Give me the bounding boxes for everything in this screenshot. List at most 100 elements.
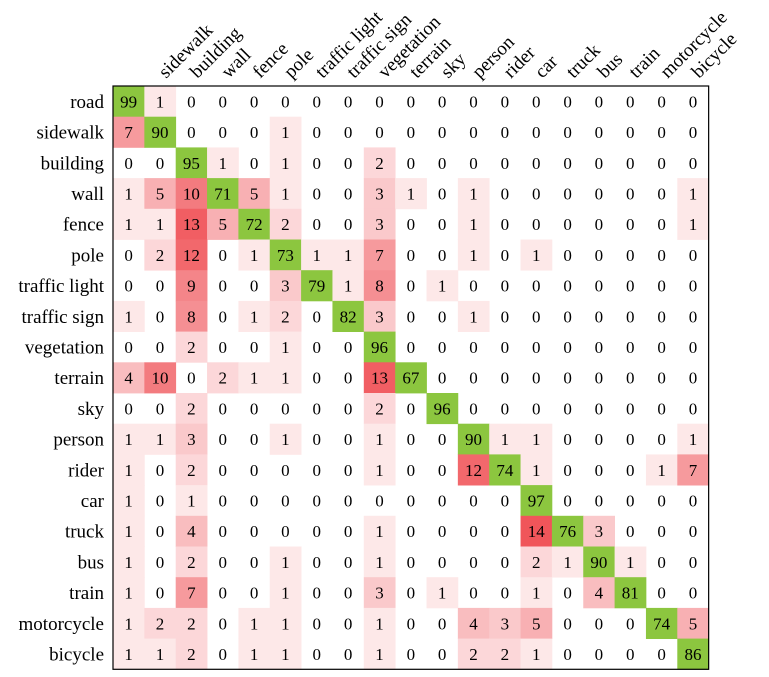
heatmap-cell (113, 86, 145, 118)
cell-value: 0 (344, 461, 353, 480)
cell-value: 1 (438, 584, 447, 603)
heatmap-cell (332, 300, 365, 332)
cell-value: 0 (250, 277, 259, 296)
cell-value: 0 (407, 584, 416, 603)
heatmap-cell (175, 239, 208, 271)
cell-value: 0 (595, 307, 604, 326)
cell-value: 0 (595, 277, 604, 296)
heatmap-cell (363, 270, 396, 302)
cell-value: 0 (156, 491, 165, 510)
cell-value: 2 (187, 614, 196, 633)
cell-value: 0 (501, 491, 510, 510)
cell-value: 0 (657, 369, 666, 388)
cell-value: 0 (657, 584, 666, 603)
cell-value: 0 (438, 154, 447, 173)
cell-value: 72 (246, 215, 263, 234)
heatmap-cell (207, 178, 239, 210)
heatmap-cell (113, 546, 145, 578)
cell-value: 0 (250, 430, 259, 449)
cell-value: 5 (532, 614, 541, 633)
cell-value: 2 (187, 399, 196, 418)
cell-value: 0 (469, 154, 478, 173)
cell-value: 0 (407, 215, 416, 234)
cell-value: 0 (156, 338, 165, 357)
cell-value: 1 (375, 614, 384, 633)
heatmap-cell (520, 454, 553, 486)
cell-value: 0 (563, 614, 572, 633)
cell-value: 1 (281, 584, 290, 603)
cell-value: 5 (218, 215, 227, 234)
cell-value: 0 (344, 215, 353, 234)
cell-value: 1 (375, 645, 384, 664)
cell-value: 1 (281, 645, 290, 664)
cell-value: 0 (501, 277, 510, 296)
cell-value: 1 (124, 645, 133, 664)
cell-value: 1 (124, 461, 133, 480)
cell-value: 90 (465, 430, 482, 449)
cell-value: 0 (250, 584, 259, 603)
heatmap-cell (269, 116, 302, 148)
cell-value: 0 (407, 307, 416, 326)
cell-value: 0 (407, 461, 416, 480)
heatmap-cell (363, 331, 396, 363)
row-label: bicycle (49, 644, 104, 665)
cell-value: 3 (375, 307, 384, 326)
cell-value: 0 (595, 461, 604, 480)
cell-value: 0 (501, 584, 510, 603)
heatmap-cell (583, 515, 615, 547)
cell-value: 0 (689, 154, 698, 173)
cell-value: 0 (626, 123, 635, 142)
cell-value: 0 (657, 246, 666, 265)
heatmap-cell (301, 270, 333, 302)
cell-value: 1 (344, 246, 353, 265)
row-label: car (81, 491, 105, 512)
cell-value: 0 (657, 92, 666, 111)
cell-value: 4 (469, 614, 478, 633)
row-label: sidewalk (36, 123, 104, 144)
cell-value: 0 (313, 645, 322, 664)
cell-value: 82 (340, 307, 357, 326)
cell-value: 0 (532, 307, 541, 326)
cell-value: 3 (187, 430, 196, 449)
cell-value: 0 (344, 184, 353, 203)
cell-value: 0 (532, 92, 541, 111)
heatmap-cell (520, 485, 553, 517)
heatmap-cell (269, 300, 302, 332)
cell-value: 0 (156, 154, 165, 173)
cell-value: 0 (218, 614, 227, 633)
cell-value: 0 (595, 369, 604, 388)
cell-value: 1 (187, 491, 196, 510)
cell-value: 0 (218, 123, 227, 142)
cell-value: 0 (563, 307, 572, 326)
cell-value: 5 (250, 184, 259, 203)
cell-value: 71 (214, 184, 231, 203)
cell-value: 0 (595, 491, 604, 510)
cell-value: 0 (313, 338, 322, 357)
heatmap-cell (144, 239, 177, 271)
cell-value: 0 (469, 553, 478, 572)
heatmap-cell (520, 239, 553, 271)
cell-value: 0 (218, 338, 227, 357)
cell-value: 12 (465, 461, 482, 480)
heatmap-cell (551, 515, 584, 547)
cell-value: 0 (407, 123, 416, 142)
cell-value: 2 (375, 399, 384, 418)
heatmap-cell (207, 147, 239, 179)
cell-value: 0 (626, 92, 635, 111)
heatmap-cell (677, 454, 710, 486)
heatmap-cell (677, 607, 710, 639)
cell-value: 0 (501, 553, 510, 572)
cell-value: 0 (250, 522, 259, 541)
cell-value: 9 (187, 277, 196, 296)
heatmap-cell (645, 607, 678, 639)
heatmap-cell (457, 300, 490, 332)
cell-value: 0 (689, 491, 698, 510)
cell-value: 2 (156, 614, 165, 633)
cell-value: 0 (689, 123, 698, 142)
row-label: traffic light (18, 276, 104, 297)
cell-value: 1 (156, 92, 165, 111)
cell-value: 0 (657, 215, 666, 234)
cell-value: 0 (438, 553, 447, 572)
cell-value: 0 (438, 92, 447, 111)
cell-value: 0 (187, 92, 196, 111)
